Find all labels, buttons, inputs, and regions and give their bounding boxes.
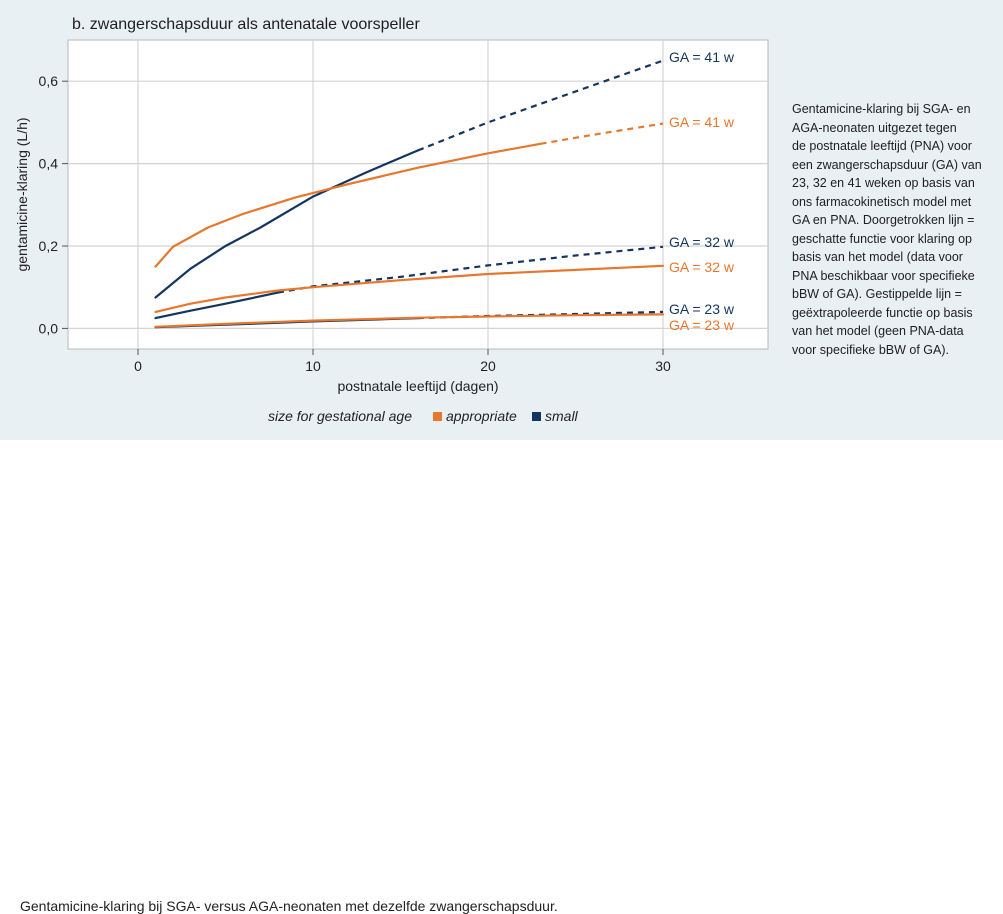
curve-annotation: GA = 41 w [669,49,735,65]
note-line: van het model (geen PNA-data [792,324,964,338]
curve-appropriate-solid [154,142,542,268]
note-line: de postnatale leeftijd (PNA) voor [792,139,972,153]
note-line: voor specifieke bBW of GA). [792,342,950,357]
plot-area [67,39,769,350]
curve-small-dashed [417,59,664,152]
y-tick-label: 0,6 [39,73,59,89]
x-tick-label: 0 [134,358,142,374]
figure-panel: b. zwangerschapsduur als antenatale voor… [0,0,1003,440]
y-tick-label: 0,0 [39,320,59,336]
curve-small-solid [154,149,420,299]
note-line: GA en PNA. Doorgetrokken lijn = [792,213,975,227]
note-line: geschatte functie voor klaring op [792,231,972,246]
note-line: geëxtrapoleerde functie op basis [792,305,973,320]
note-line: 23, 32 en 41 weken op basis van [792,176,975,190]
line-chart: b. zwangerschapsduur als antenatale voor… [14,16,769,424]
note-line: AGA-neonaten uitgezet tegen [792,120,957,135]
caption-area: Gentamicine-klaring bij SGA- versus AGA-… [0,440,1003,914]
x-tick-label: 10 [305,358,321,374]
figure-note: Gentamicine-klaring bij SGA- en AGA-neona… [792,100,990,359]
legend-entry: appropriate [446,408,517,424]
y-tick-label: 0,2 [39,238,59,254]
curve-annotation: GA = 23 w [669,317,735,333]
note-line: een zwangerschapsduur (GA) van [792,157,982,172]
curve-small-solid [154,291,280,320]
curve-appropriate-solid [154,313,665,328]
curve-annotation: GA = 23 w [669,301,735,317]
figure-caption: Gentamicine-klaring bij SGA- versus AGA-… [20,898,558,914]
x-tick-label: 30 [655,358,671,374]
y-axis-label: gentamicine-klaring (L/h) [14,117,30,271]
x-tick-label: 20 [480,358,496,374]
curve-annotation: GA = 32 w [669,259,735,275]
curve-annotation: GA = 32 w [669,234,735,250]
y-tick-label: 0,4 [39,156,59,172]
curve-appropriate-dashed [540,122,664,145]
note-line: bBW of GA). Gestippelde lijn = [792,287,962,301]
curve-appropriate-solid [154,264,665,313]
note-line: ons farmacokinetisch model met [792,194,972,209]
legend-title: size for gestational age [268,408,412,424]
curve-small-dashed [277,245,664,294]
legend-swatch [433,412,442,421]
note-line: PNA beschikbaar voor specifieke [792,268,975,283]
legend-entry: small [545,408,579,424]
curve-annotation: GA = 41 w [669,114,735,130]
x-axis-label: postnatale leeftijd (dagen) [337,378,498,394]
chart-title: b. zwangerschapsduur als antenatale voor… [72,16,420,33]
legend-swatch [532,412,541,421]
note-line: basis van het model (data voor [792,250,963,264]
note-line: Gentamicine-klaring bij SGA- en [792,102,971,116]
